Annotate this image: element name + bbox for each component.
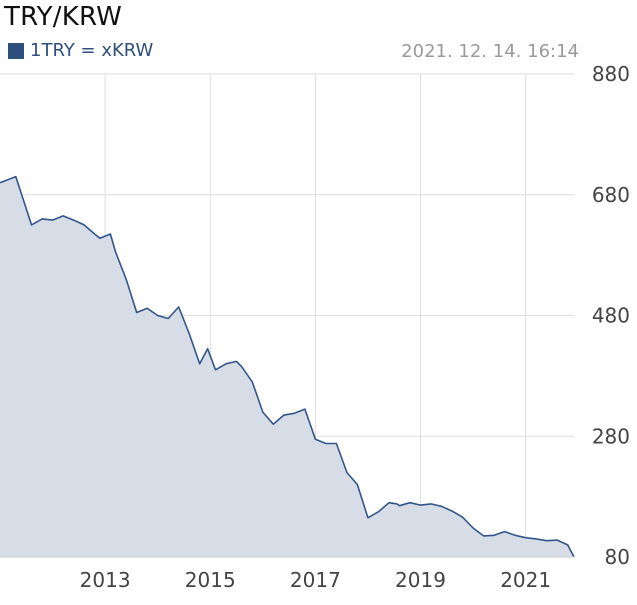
legend-label: 1TRY = xKRW [30, 40, 154, 61]
x-tick-label: 2017 [290, 568, 341, 592]
x-tick-label: 2015 [185, 568, 236, 592]
series-line [0, 175, 575, 558]
x-tick-label: 2021 [500, 568, 551, 592]
x-tick-label: 2013 [80, 568, 131, 592]
x-tick-label: 2019 [395, 568, 446, 592]
legend-swatch [8, 42, 24, 59]
y-tick-label: 480 [592, 304, 630, 328]
y-tick-label: 280 [592, 424, 630, 448]
y-tick-label: 680 [592, 183, 630, 207]
chart-legend: 1TRY = xKRW [8, 40, 153, 61]
series-area [0, 176, 574, 557]
y-tick-label: 80 [605, 545, 630, 569]
y-tick-label: 880 [592, 62, 630, 86]
chart-title: TRY/KRW [4, 2, 123, 32]
timestamp: 2021. 12. 14. 16:14 [401, 41, 579, 62]
